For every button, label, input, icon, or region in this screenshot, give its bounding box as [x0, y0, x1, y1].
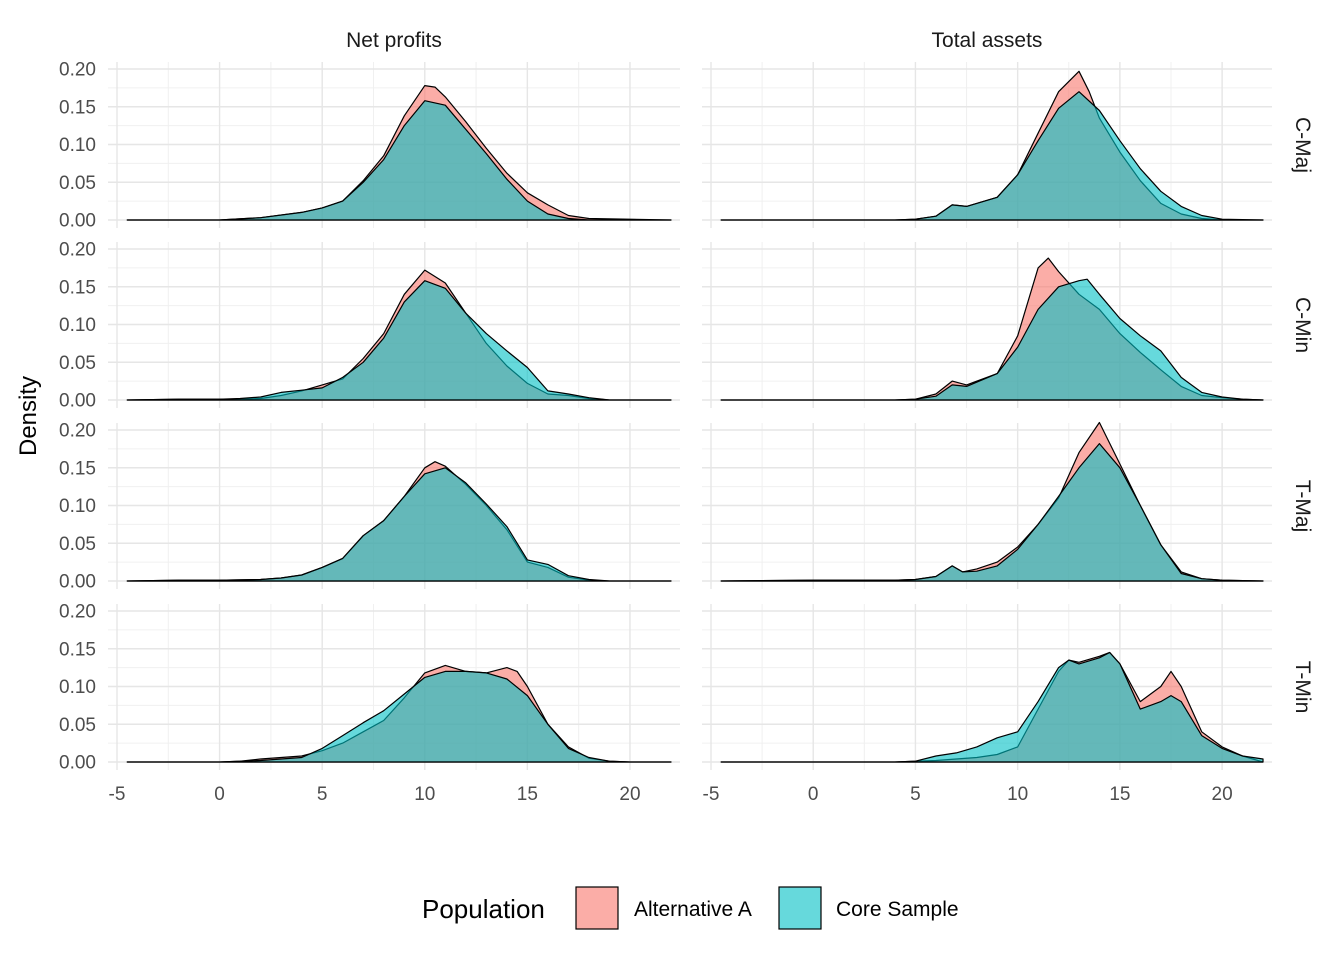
- y-tick-label: 0.00: [59, 391, 96, 412]
- y-tick-label: 0.05: [59, 353, 96, 374]
- y-tick-label: 0.15: [59, 639, 96, 660]
- panel-c-maj-net-profits: [108, 62, 680, 228]
- x-tick-label: 10: [414, 784, 435, 805]
- facet-row-label: T-Min: [1291, 661, 1314, 714]
- panel-t-maj-net-profits: [108, 423, 680, 589]
- strips-layer: Net profits Total assets C-Maj C-Min T-Maj T-…: [346, 29, 1314, 713]
- y-axis-layer: 0.00 0.05 0.10 0.15 0.20 0.00 0.05 0.10 0.15 0.20…: [59, 60, 96, 774]
- panels-layer: [108, 62, 1272, 770]
- x-tick-label: 0: [214, 784, 225, 805]
- panel-c-min-total-assets: [702, 242, 1272, 408]
- panel-t-min-net-profits: [108, 604, 680, 770]
- facet-column-label: Total assets: [932, 29, 1043, 52]
- y-tick-label: 0.00: [59, 572, 96, 593]
- density-area-core-sample: [720, 91, 1264, 221]
- legend-swatch-alternative-a: [575, 886, 619, 930]
- panel-t-maj-total-assets: [702, 421, 1272, 589]
- facet-column-label: Net profits: [346, 29, 442, 52]
- density-area-alternative-a: [720, 70, 1264, 221]
- y-tick-label: 0.10: [59, 677, 96, 698]
- density-area-core-sample: [126, 670, 672, 763]
- x-tick-label: 15: [517, 784, 538, 805]
- x-tick-label: -5: [109, 784, 126, 805]
- y-tick-label: 0.20: [59, 60, 96, 81]
- facet-row-label: C-Maj: [1291, 117, 1314, 173]
- y-tick-label: 0.10: [59, 496, 96, 517]
- legend-label-core-sample: Core Sample: [836, 898, 959, 921]
- y-tick-label: 0.20: [59, 602, 96, 623]
- y-tick-label: 0.05: [59, 534, 96, 555]
- y-tick-label: 0.15: [59, 97, 96, 118]
- density-area-core-sample: [126, 100, 672, 221]
- y-tick-label: 0.15: [59, 277, 96, 298]
- x-tick-label: 0: [808, 784, 819, 805]
- x-tick-label: 5: [317, 784, 328, 805]
- panel-c-maj-total-assets: [702, 62, 1272, 228]
- density-area-core-sample: [126, 280, 672, 401]
- panel-t-min-total-assets: [702, 604, 1272, 770]
- legend: Population Alternative A Core Sample: [422, 886, 959, 930]
- x-tick-label: 20: [619, 784, 640, 805]
- x-tick-label: -5: [703, 784, 720, 805]
- x-tick-label: 5: [910, 784, 921, 805]
- x-tick-label: 20: [1212, 784, 1233, 805]
- y-tick-label: 0.00: [59, 211, 96, 232]
- facet-row-label: C-Min: [1291, 297, 1314, 353]
- y-tick-label: 0.00: [59, 753, 96, 774]
- y-tick-label: 0.15: [59, 458, 96, 479]
- density-area-core-sample: [720, 278, 1264, 401]
- y-tick-label: 0.20: [59, 421, 96, 442]
- density-area-alternative-a: [720, 421, 1264, 582]
- x-tick-label: 15: [1109, 784, 1130, 805]
- facet-row-label: T-Maj: [1291, 480, 1314, 533]
- y-tick-label: 0.10: [59, 315, 96, 336]
- y-tick-label: 0.05: [59, 715, 96, 736]
- x-tick-label: 10: [1007, 784, 1028, 805]
- y-tick-label: 0.05: [59, 173, 96, 194]
- y-axis-title: Density: [15, 376, 42, 456]
- density-area-core-sample: [720, 651, 1264, 763]
- density-area-core-sample: [720, 443, 1264, 582]
- x-axis-layer: -5 0 5 10 15 20 -5 0 5 10 15 20: [109, 784, 1233, 805]
- y-tick-label: 0.10: [59, 135, 96, 156]
- density-area-core-sample: [126, 467, 672, 582]
- panel-c-min-net-profits: [108, 242, 680, 408]
- legend-label-alternative-a: Alternative A: [634, 898, 752, 921]
- legend-swatch-core-sample: [778, 886, 822, 930]
- legend-title: Population: [422, 894, 545, 924]
- y-tick-label: 0.20: [59, 240, 96, 261]
